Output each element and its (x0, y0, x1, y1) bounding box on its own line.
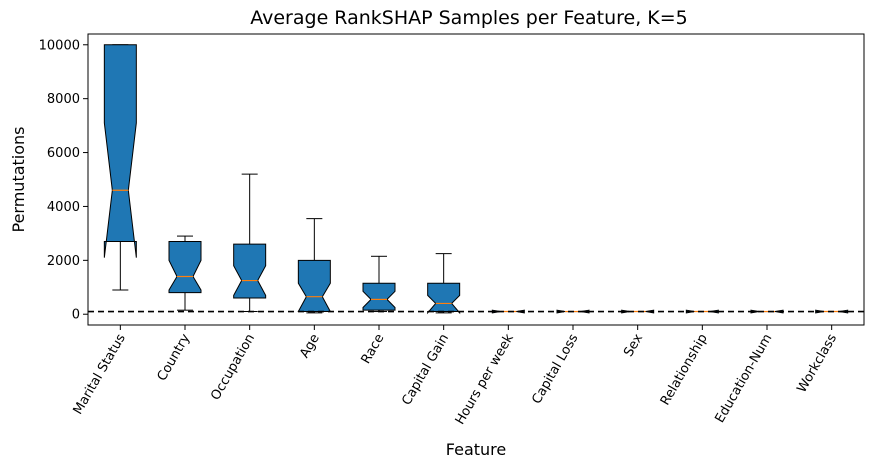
y-tick-label: 2000 (47, 254, 80, 269)
x-tick-label: Race (359, 331, 388, 366)
box-body (362, 282, 396, 311)
x-tick-label: Capital Gain (399, 331, 452, 407)
box-3 (233, 173, 267, 313)
y-tick-label: 4000 (47, 200, 80, 215)
box-1 (103, 44, 137, 291)
x-tick-label: Marital Status (71, 331, 129, 417)
y-axis-label: Permutations (9, 126, 28, 232)
x-tick-label: Hours per week (453, 331, 517, 427)
box-body (168, 240, 202, 294)
box-2 (168, 235, 202, 311)
plot-area-frame (87, 33, 865, 326)
box-body (233, 243, 267, 299)
y-tick-label: 10000 (39, 38, 80, 53)
x-tick-label: Age (297, 332, 323, 361)
box-series (103, 44, 849, 315)
x-tick-label: Relationship (658, 332, 711, 409)
y-tick-label: 0 (72, 308, 80, 323)
x-tick-label: Education-Num (712, 332, 775, 426)
box-body (297, 259, 332, 313)
box-6 (427, 253, 461, 315)
chart-title: Average RankSHAP Samples per Feature, K=… (250, 7, 688, 29)
y-tick-label: 6000 (47, 146, 80, 161)
x-axis-label: Feature (446, 440, 506, 459)
x-tick-label: Sex (621, 331, 646, 359)
y-axis-ticks: 0 2000 4000 6000 8000 10000 (39, 38, 88, 323)
box-body (427, 282, 461, 315)
box-4 (297, 218, 332, 314)
box-5 (362, 255, 396, 313)
y-tick-label: 8000 (47, 92, 80, 107)
x-tick-label: Occupation (208, 332, 258, 403)
x-tick-label: Workclass (795, 331, 841, 395)
box-body (103, 44, 137, 258)
x-tick-label: Country (155, 331, 194, 383)
x-tick-label: Capital Loss (529, 331, 581, 406)
x-axis-ticks: Marital Status Country Occupation Age Race Ca… (71, 325, 841, 427)
